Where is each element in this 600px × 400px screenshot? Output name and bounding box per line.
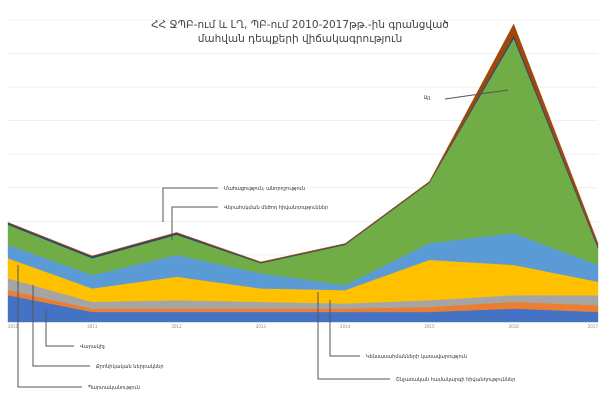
- x-tick-label: 2015: [424, 324, 435, 329]
- annotation-label: Քրոնիկական ներբակներ: [96, 364, 164, 370]
- annotation-label: Մահացություն, անորոշություն: [224, 186, 305, 192]
- annotation-leader-line: [329, 300, 360, 357]
- annotation-label: Շնչառական համակարգի հիվանդություններ: [396, 377, 515, 383]
- annotation-leader-line: [32, 285, 90, 367]
- area-series-7: [7, 23, 599, 263]
- x-tick-label: 2016: [509, 324, 520, 329]
- annotation-leader-line: [171, 206, 218, 240]
- x-tick-label: 2017: [588, 324, 599, 329]
- annotation-label: Վերահսկման մեծոդ հիվանդություններ: [224, 205, 328, 211]
- annotation-label: Այլ: [423, 95, 430, 101]
- annotation-label: Կենսասահմանների կառավարություն: [366, 354, 467, 360]
- annotation-leader-line: [45, 310, 74, 347]
- annotation-label: Պարտականություն: [88, 385, 140, 391]
- annotation-leader-line: [17, 265, 82, 388]
- x-tick-label: 2012: [171, 324, 182, 329]
- annotation-label: Վարակիչ: [80, 344, 105, 350]
- annotation-leader-line: [444, 89, 509, 100]
- annotation-leader-line: [162, 187, 218, 222]
- x-axis-ticks: 2010 2011 2012 2013 2014 2015 2016 2017: [8, 324, 598, 329]
- x-tick-label: 2014: [340, 324, 351, 329]
- x-tick-label: 2013: [256, 324, 267, 329]
- annotation-leader-line: [317, 292, 390, 380]
- chart-title-line-2: մահվան դեպքերի վիճակագրություն: [198, 33, 403, 45]
- annotations: Այլ Մահացություն, անորոշություն Վերահսկման…: [17, 89, 515, 391]
- x-tick-label: 2010: [8, 324, 19, 329]
- x-tick-label: 2011: [87, 324, 98, 329]
- area-series-group: [7, 23, 599, 323]
- chart-title-line-1: ՀՀ ՋՊԲ-ում և ԼՂ, ՊԲ-ում 2010-2017թթ.-ին …: [151, 19, 449, 31]
